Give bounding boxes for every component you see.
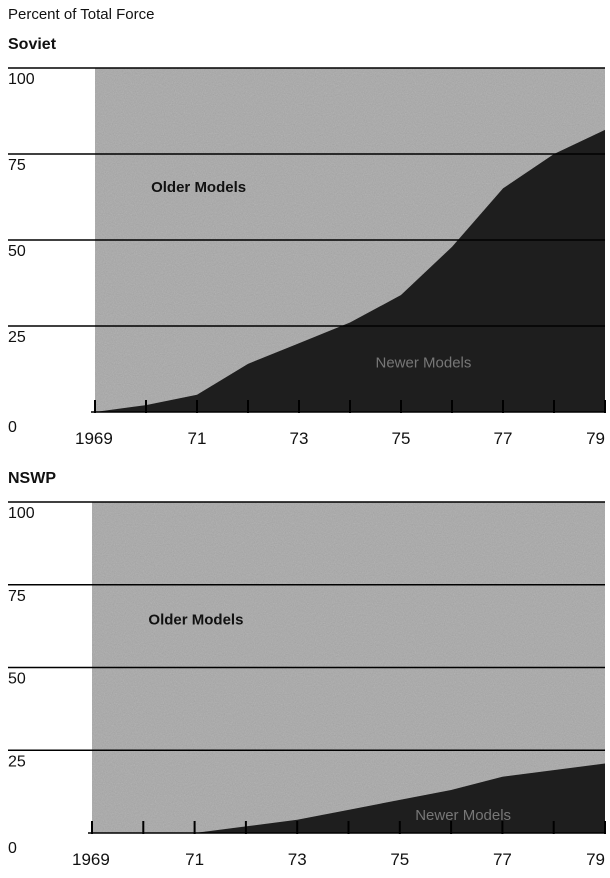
y-tick-label: 50 xyxy=(8,243,26,260)
newer-models-label: Newer Models xyxy=(415,807,511,824)
y-tick-label: 0 xyxy=(8,840,17,857)
nswp-panel-title: NSWP xyxy=(8,470,56,487)
newer-models-area xyxy=(92,763,605,833)
y-tick-label: 75 xyxy=(8,588,26,605)
y-axis-title: Percent of Total Force xyxy=(8,6,155,23)
y-tick-label: 100 xyxy=(8,505,35,522)
x-tick-label: 79 xyxy=(586,850,605,869)
y-tick-label: 100 xyxy=(8,71,35,88)
y-tick-label: 75 xyxy=(8,157,26,174)
x-tick-label: 1969 xyxy=(72,850,110,869)
x-tick-label: 77 xyxy=(493,850,512,869)
soviet-chart-panel: 0 25 50 75 100 1969 71 73 75 77 79 Older Models Newe… xyxy=(8,67,606,448)
nswp-chart-panel: 0 25 50 75 100 1969 71 73 75 77 79 Older Models Newe… xyxy=(8,501,606,869)
newer-models-area xyxy=(95,129,605,413)
y-tick-label: 50 xyxy=(8,671,26,688)
x-tick-label: 73 xyxy=(288,850,307,869)
x-tick-label: 75 xyxy=(390,850,409,869)
soviet-panel-title: Soviet xyxy=(8,36,57,53)
x-tick-label: 71 xyxy=(185,850,204,869)
y-tick-label: 0 xyxy=(8,419,17,436)
older-models-label: Older Models xyxy=(148,611,243,628)
y-tick-label: 25 xyxy=(8,753,26,770)
older-models-label: Older Models xyxy=(151,179,246,196)
x-tick-label: 73 xyxy=(290,429,309,448)
x-tick-label: 71 xyxy=(188,429,207,448)
x-tick-label: 75 xyxy=(392,429,411,448)
y-tick-label: 25 xyxy=(8,329,26,346)
newer-models-label: Newer Models xyxy=(376,354,472,371)
x-tick-label: 79 xyxy=(586,429,605,448)
x-tick-label: 77 xyxy=(494,429,513,448)
x-tick-label: 1969 xyxy=(75,429,113,448)
